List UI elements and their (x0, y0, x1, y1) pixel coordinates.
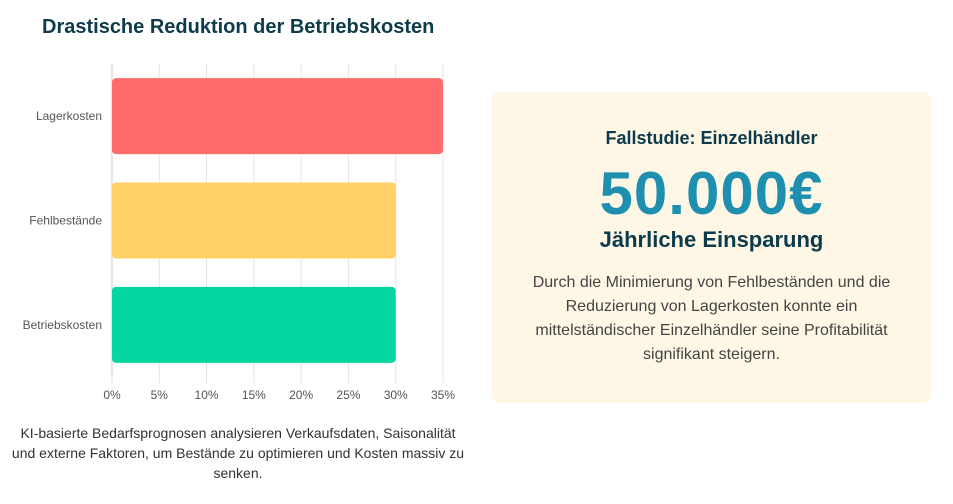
x-tick-label: 5% (151, 388, 169, 402)
savings-value: 50.000€ (599, 160, 824, 227)
x-tick-label: 30% (384, 388, 408, 402)
y-tick-label: Betriebskosten (23, 318, 102, 332)
y-tick-label: Lagerkosten (36, 109, 102, 123)
bar-1 (112, 78, 443, 155)
x-tick-label: 10% (195, 388, 219, 402)
savings-label: Jährliche Einsparung (599, 227, 824, 252)
x-tick-label: 15% (242, 388, 266, 402)
x-tick-label: 35% (431, 388, 455, 402)
case-study-title: Fallstudie: Einzelhändler (605, 128, 818, 148)
bar-3 (112, 286, 396, 363)
chart-caption: KI-basierte Bedarfsprognosen analysieren… (11, 425, 465, 481)
bar-chart: 0% 5% 10% 15% 20% 25% 30% 35% Lagerkosten Fehlbes… (23, 64, 455, 402)
y-tick-label: Fehlbestände (29, 214, 102, 228)
case-study-card: Fallstudie: Einzelhändler 50.000€ Jährli… (492, 92, 931, 403)
case-study-text: Durch die Minimierung von Fehlbeständen … (532, 274, 891, 363)
chart-title: Drastische Reduktion der Betriebskosten (42, 16, 435, 38)
bar-2 (112, 182, 396, 259)
x-tick-label: 0% (103, 388, 121, 402)
x-tick-label: 20% (289, 388, 313, 402)
x-tick-label: 25% (336, 388, 360, 402)
